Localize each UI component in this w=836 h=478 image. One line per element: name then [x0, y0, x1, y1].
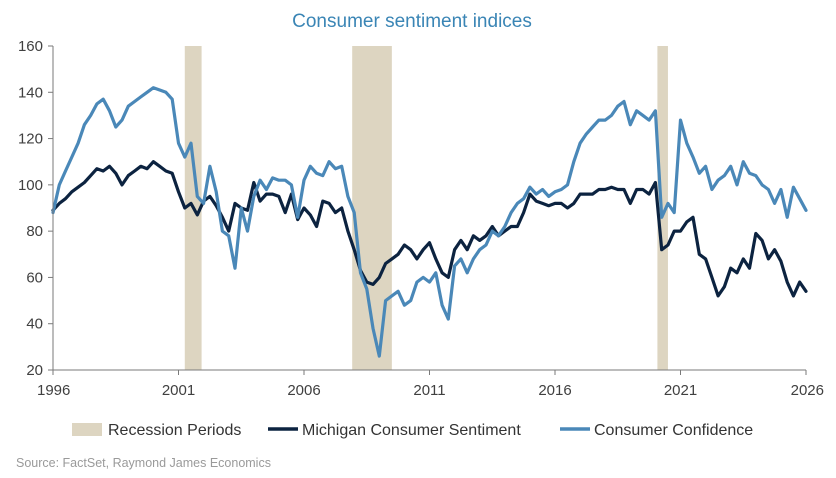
- y-tick-label-160: 160: [18, 38, 43, 55]
- series-lines: [51, 86, 808, 358]
- series-line-michigan-consumer-sentiment: [51, 160, 808, 298]
- x-tick-label-2026: 2026: [791, 382, 824, 399]
- axes: 20 40 60 80 100 120 140 160 1996 2001 2006 2011 2016…: [18, 38, 824, 399]
- x-tick-label-2006: 2006: [287, 382, 320, 399]
- chart-title: Consumer sentiment indices: [292, 11, 532, 32]
- series-line-consumer-confidence: [51, 86, 808, 358]
- legend-label-recession: Recession Periods: [108, 422, 241, 439]
- y-tick-label-120: 120: [18, 131, 43, 148]
- x-tick-label-1996: 1996: [37, 382, 70, 399]
- legend-swatch-recession: [72, 423, 102, 436]
- x-tick-label-2016: 2016: [538, 382, 571, 399]
- recession-bands: [184, 46, 668, 370]
- x-tick-label-2001: 2001: [162, 382, 195, 399]
- y-tick-label-40: 40: [26, 316, 43, 333]
- source-note: Source: FactSet, Raymond James Economics: [16, 456, 271, 470]
- y-tick-label-80: 80: [26, 223, 43, 240]
- y-tick-label-100: 100: [18, 177, 43, 194]
- x-tick-label-2011: 2011: [413, 382, 445, 399]
- legend: Recession Periods Michigan Consumer Senti…: [72, 422, 753, 439]
- y-tick-label-140: 140: [18, 84, 43, 101]
- legend-label-michigan: Michigan Consumer Sentiment: [302, 422, 521, 439]
- legend-label-confidence: Consumer Confidence: [594, 422, 753, 439]
- x-tick-label-2021: 2021: [664, 382, 697, 399]
- y-tick-label-60: 60: [26, 269, 43, 286]
- y-tick-label-20: 20: [26, 362, 43, 379]
